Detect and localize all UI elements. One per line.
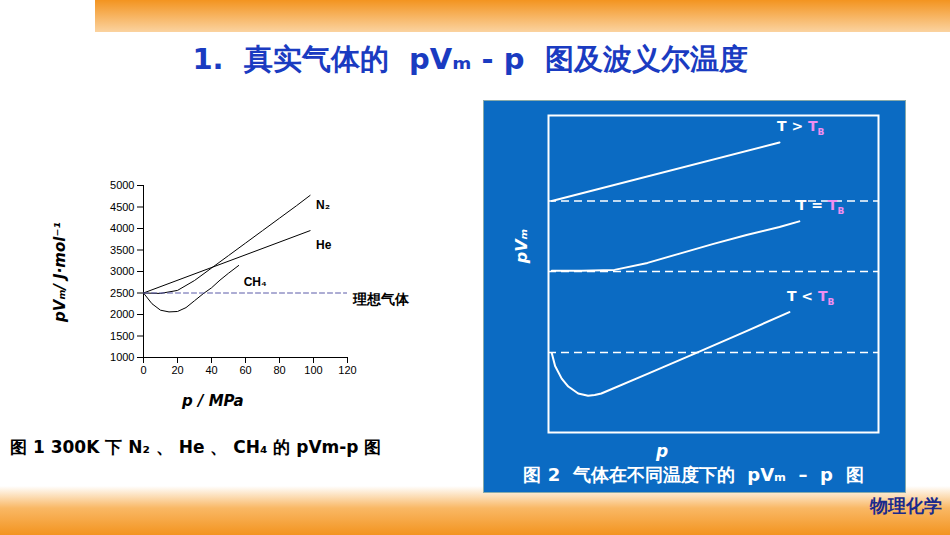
html-text:p: p: [656, 441, 669, 461]
svg-text:1000: 1000: [110, 351, 134, 363]
svg-text:120: 120: [338, 364, 356, 376]
html-text:T = TB: T = TB: [796, 196, 845, 216]
svg-text:2500: 2500: [110, 287, 134, 299]
svg-text:4000: 4000: [110, 222, 134, 234]
svg-text:0: 0: [140, 364, 146, 376]
svg-text:3000: 3000: [110, 265, 134, 277]
html-text:T < TB: T < TB: [786, 287, 835, 307]
html-text:图 1 300K 下 N₂ 、 He 、 CH₄ 的 pVm: 图 1 300K 下 N₂ 、 He 、 CH₄ 的 pVm-p 图: [10, 437, 382, 457]
html-text:1. 真实气体的 pVₘ - p 图及波义尔温度: 1. 真实气体的 pVₘ - p 图及波义尔温度: [192, 42, 748, 76]
html-text:pVₘ/ J·mol⁻¹: pVₘ/ J·mol⁻¹: [51, 222, 69, 322]
html-text:p / MPa: p / MPa: [182, 392, 244, 410]
svg-text:5000: 5000: [110, 179, 134, 191]
svg-text:3500: 3500: [110, 244, 134, 256]
html-text:图 2 气体在不同温度下的 pVₘ – p 图: 图 2 气体在不同温度下的 pVₘ – p 图: [523, 464, 864, 485]
svg-text:2000: 2000: [110, 308, 134, 320]
svg-text:CH₄: CH₄: [244, 275, 267, 289]
svg-text:4500: 4500: [110, 201, 134, 213]
svg-text:20: 20: [171, 364, 183, 376]
html-text:物理化学: 物理化学: [870, 495, 942, 516]
svg-text:100: 100: [304, 364, 322, 376]
svg-text:理想气体: 理想气体: [352, 291, 410, 307]
html-text:pVₘ: pVₘ: [511, 228, 531, 264]
svg-text:80: 80: [273, 364, 285, 376]
svg-text:1500: 1500: [110, 330, 134, 342]
svg-text:N₂: N₂: [316, 198, 330, 212]
svg-text:40: 40: [205, 364, 217, 376]
svg-text:He: He: [316, 238, 332, 252]
svg-text:60: 60: [239, 364, 251, 376]
html-text:T > TB: T > TB: [777, 117, 825, 137]
